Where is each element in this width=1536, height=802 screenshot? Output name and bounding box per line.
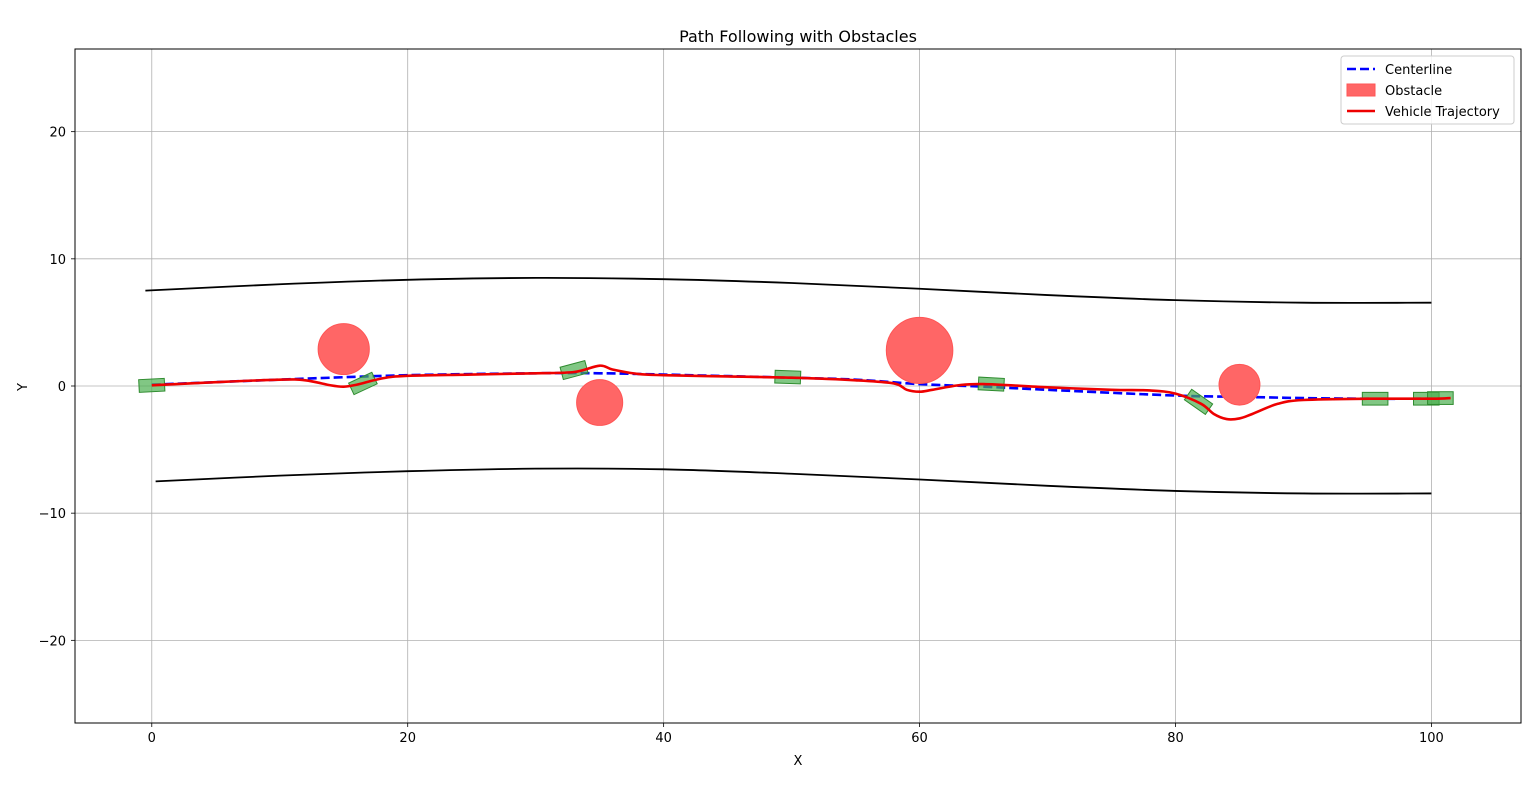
x-tick-label: 100 (1419, 731, 1444, 746)
obstacle-circle (1218, 363, 1261, 406)
trajectory-line (151, 364, 1451, 421)
obstacle-circle (885, 316, 954, 384)
legend-box (1340, 55, 1515, 125)
y-tick-label: 20 (49, 126, 66, 141)
road-boundaries (145, 276, 1432, 495)
plot-area (74, 48, 1522, 724)
grid (75, 49, 1521, 723)
obstacle-circle (317, 323, 370, 376)
obstacle-series (317, 316, 1261, 426)
y-axis-label: Y (16, 383, 31, 392)
upper-boundary-line (145, 276, 1432, 304)
trajectory-series (151, 364, 1451, 421)
x-tick-label: 20 (399, 731, 416, 746)
y-tick-label: −20 (39, 634, 66, 649)
obstacle-circle (576, 379, 624, 426)
x-tick-label: 0 (148, 731, 156, 746)
y-tick-label: 0 (58, 380, 66, 395)
y-tick-label: −10 (39, 507, 66, 522)
legend-label: Centerline (1385, 63, 1452, 78)
y-axis: −20 −10 0 10 20 (39, 126, 75, 649)
x-tick-label: 40 (655, 731, 672, 746)
x-tick-label: 60 (911, 731, 928, 746)
x-axis-label: X (794, 754, 803, 769)
chart-title: Path Following with Obstacles (679, 27, 917, 46)
x-tick-label: 80 (1167, 731, 1184, 746)
lower-boundary-line (155, 467, 1432, 495)
legend-label: Obstacle (1385, 84, 1442, 99)
legend: Centerline Obstacle Vehicle Trajectory (1340, 55, 1515, 125)
x-axis: 0 20 40 60 80 100 (148, 723, 1444, 746)
y-tick-label: 10 (49, 253, 66, 268)
legend-label: Vehicle Trajectory (1385, 105, 1500, 120)
legend-swatch-obstacle (1346, 83, 1376, 97)
